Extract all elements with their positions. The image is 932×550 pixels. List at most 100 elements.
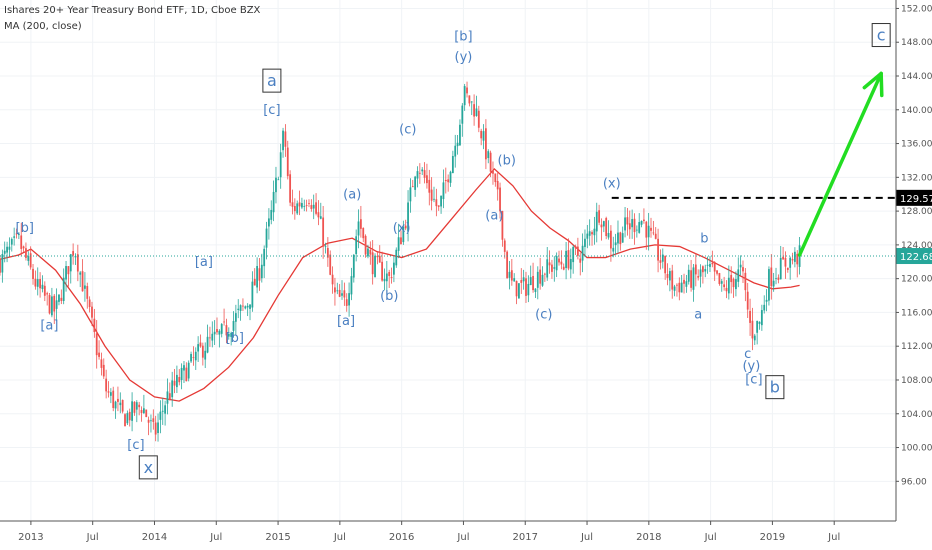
candle-body [291,202,294,207]
candle-body [772,280,775,287]
wave-label: [b] [226,331,244,346]
candle-body [17,234,20,236]
candle-body [508,271,511,278]
candle-body [657,238,659,261]
candle-body [451,155,454,174]
candle-body [607,232,610,238]
wave-label: x [144,458,153,477]
candle-body [404,225,407,229]
candle-body [277,179,280,181]
candle-body [22,246,25,249]
candle-body [378,255,381,263]
candle-body [499,187,501,212]
candle-body [201,345,204,358]
indicator-label: MA (200, close) [4,21,82,32]
candle-body [374,255,376,278]
y-tick-label: 112.00 [901,342,932,352]
x-tick-label: 2018 [636,532,661,543]
candle-body [364,235,367,255]
wave-label: (a) [485,209,503,224]
candle-body [487,151,490,159]
candle-body [242,305,244,307]
candle-body [263,248,266,267]
candle-body [34,278,37,287]
candle-body [29,253,32,268]
y-tick-label: 152.00 [901,4,932,14]
candle-body [249,304,251,309]
candle-body [791,259,794,261]
candles [0,81,801,442]
candle-body [503,240,506,252]
y-tick-label: 136.00 [901,140,932,150]
candle-body [178,377,181,383]
candle-body [414,176,417,190]
candle-body [671,270,674,290]
candle-body [652,232,655,234]
candle-body [232,321,235,331]
candle-body [584,238,586,247]
candle-body [225,325,228,336]
candle-body [492,170,494,174]
x-tick-label: 2016 [389,532,414,543]
candle-body [154,422,157,435]
wave-label: [c] [127,438,144,453]
candle-body [605,218,608,237]
candle-body [312,204,315,209]
grid [0,0,896,521]
candle-body [32,268,34,280]
candle-body [72,251,75,256]
wave-label: (y) [455,50,473,65]
candle-body [397,237,400,251]
candle-body [253,278,256,286]
candle-body [192,357,195,359]
candle-body [624,217,626,231]
candle-body [694,264,697,275]
candle-body [732,278,735,288]
x-tick-label: 2013 [18,532,43,543]
candle-body [522,277,525,282]
candle-body [246,305,249,308]
candle-body [293,206,296,212]
candle-body [152,418,155,422]
candle-body [322,217,325,247]
candle-body [742,267,744,272]
candle-body [258,268,261,281]
candle-body [416,171,419,179]
candle-body [645,221,648,238]
candle-body [301,203,303,208]
candle-body [666,274,669,278]
candle-body [213,331,216,335]
candle-body [91,306,93,318]
candle-body [140,409,143,413]
candle-body [699,269,702,277]
candle-body [447,179,450,183]
y-tick-label: 128.00 [901,207,932,217]
candle-body [331,274,334,285]
candle-body [239,305,242,311]
price-tag-bg [896,189,932,206]
candle-body [50,296,53,316]
candle-body [777,277,780,280]
candle-body [551,264,553,272]
candle-body [510,270,513,281]
candle-body [48,295,51,314]
candle-body [150,420,152,422]
projection-arrow-head [862,71,883,90]
wave-label: [c] [263,103,280,118]
candle-body [43,285,46,296]
candle-body [782,256,784,260]
candle-body [400,237,402,245]
candle-body [635,229,638,231]
candle-body [76,254,79,272]
candle-body [720,281,723,284]
candle-body [282,130,284,151]
candle-body [289,174,292,203]
candle-body [468,95,471,104]
wave-label: (b) [498,154,516,169]
candle-body [760,310,763,326]
candle-body [753,335,756,341]
candle-body [610,230,612,249]
candle-body [371,252,374,275]
candle-body [784,257,787,267]
